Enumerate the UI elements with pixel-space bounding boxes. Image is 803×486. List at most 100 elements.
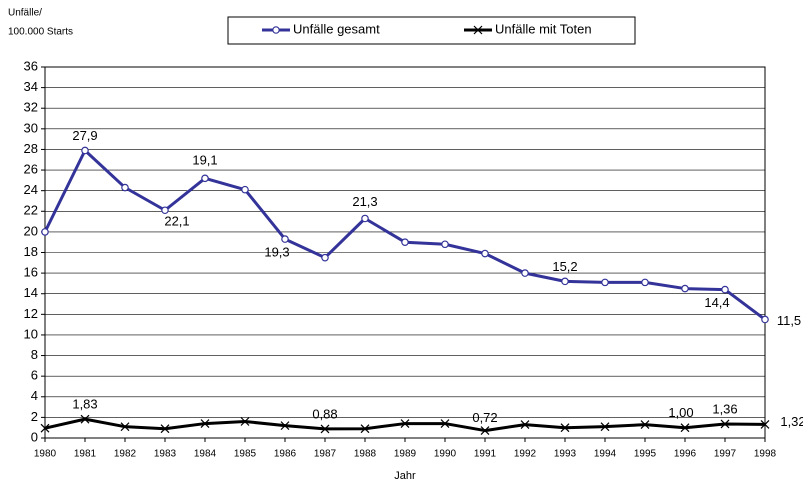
data-label: 1,83 — [72, 397, 97, 412]
legend-label: Unfälle mit Toten — [495, 21, 592, 36]
marker — [600, 422, 610, 432]
x-tick-label: 1984 — [194, 449, 217, 460]
y-tick-label: 20 — [24, 223, 38, 238]
x-tick-label: 1988 — [354, 449, 377, 460]
x-tick-label: 1983 — [154, 449, 177, 460]
marker — [641, 278, 649, 287]
marker — [80, 414, 90, 424]
x-tick-label: 1981 — [74, 449, 97, 460]
marker — [640, 420, 650, 430]
marker — [161, 206, 169, 215]
annotation: 19,1 — [192, 152, 217, 167]
marker — [681, 284, 689, 293]
data-label: 0,72 — [472, 410, 497, 425]
marker — [40, 423, 50, 433]
x-tick-label: 1982 — [114, 449, 137, 460]
y-tick-label: 24 — [24, 182, 38, 197]
data-label: 0,88 — [312, 406, 337, 421]
marker — [521, 269, 529, 277]
marker — [320, 424, 330, 434]
marker — [440, 419, 450, 428]
y-tick-label: 0 — [31, 429, 38, 444]
marker — [760, 419, 770, 429]
marker — [400, 419, 410, 428]
data-label: 1,32 — [780, 414, 803, 429]
data-label: 15,2 — [552, 259, 577, 274]
y-tick-label: 2 — [31, 409, 38, 424]
x-tick-label: 1997 — [714, 449, 737, 460]
marker — [560, 423, 570, 433]
data-label: 1,00 — [668, 405, 693, 420]
x-axis-label: Jahr — [394, 470, 416, 482]
y-tick-label: 4 — [31, 388, 38, 403]
marker — [201, 174, 209, 183]
marker — [720, 419, 730, 429]
x-tick-label: 1998 — [754, 449, 777, 460]
y-tick-label: 14 — [24, 285, 38, 300]
data-label: 27,9 — [72, 128, 97, 143]
marker — [481, 249, 489, 258]
legend — [227, 16, 636, 45]
data-label: 11,5 — [777, 313, 801, 328]
marker — [680, 423, 690, 433]
marker — [360, 424, 370, 434]
marker — [241, 185, 249, 194]
data-label: 1,36 — [712, 401, 737, 416]
series-line — [44, 417, 766, 433]
legend-label: Unfälle gesamt — [293, 21, 380, 36]
y-tick-label: 8 — [31, 347, 38, 362]
marker — [160, 424, 170, 434]
y-tick-label: 16 — [24, 265, 38, 280]
marker — [81, 146, 89, 155]
legend-marker — [473, 25, 483, 35]
y-tick-label: 22 — [24, 203, 38, 218]
x-tick-label: 1992 — [514, 449, 537, 460]
x-tick-label: 1991 — [474, 449, 497, 460]
marker — [321, 253, 329, 262]
marker — [280, 421, 290, 431]
marker — [601, 278, 609, 287]
y-tick-label: 26 — [24, 161, 38, 176]
series-line — [43, 148, 766, 321]
marker — [240, 417, 250, 426]
marker — [520, 420, 530, 430]
marker — [561, 277, 569, 286]
marker — [281, 235, 289, 243]
y-tick-label: 34 — [24, 79, 38, 94]
x-tick-label: 1986 — [274, 449, 297, 460]
x-tick-label: 1989 — [394, 449, 417, 460]
data-label: 14,4 — [704, 295, 729, 310]
x-tick-label: 1993 — [554, 449, 577, 460]
y-axis-label: Unfälle/ — [8, 8, 42, 19]
y-axis-label: 100.000 Starts — [8, 27, 73, 38]
y-tick-label: 10 — [24, 326, 38, 341]
marker — [480, 426, 490, 436]
y-tick-label: 12 — [24, 306, 38, 321]
y-tick-label: 28 — [24, 141, 38, 156]
x-tick-label: 1995 — [634, 449, 657, 460]
x-tick-label: 1994 — [594, 449, 617, 460]
y-tick-label: 30 — [24, 120, 38, 135]
marker — [441, 240, 449, 249]
marker — [721, 285, 729, 294]
y-tick-label: 18 — [24, 244, 38, 259]
marker — [41, 228, 49, 236]
data-label: 19,3 — [264, 245, 289, 260]
x-tick-label: 1985 — [234, 449, 257, 460]
marker — [361, 214, 369, 223]
marker — [120, 422, 130, 432]
x-tick-label: 1990 — [434, 449, 457, 460]
marker — [200, 419, 210, 428]
marker — [121, 183, 129, 192]
marker — [761, 315, 769, 324]
marker — [401, 238, 409, 246]
x-tick-label: 1980 — [34, 449, 57, 460]
x-tick-label: 1996 — [674, 449, 697, 460]
x-tick-label: 1987 — [314, 449, 337, 460]
data-label: 22,1 — [164, 214, 189, 229]
y-tick-label: 6 — [31, 368, 38, 383]
y-tick-label: 36 — [24, 58, 38, 73]
y-tick-label: 32 — [24, 100, 38, 115]
